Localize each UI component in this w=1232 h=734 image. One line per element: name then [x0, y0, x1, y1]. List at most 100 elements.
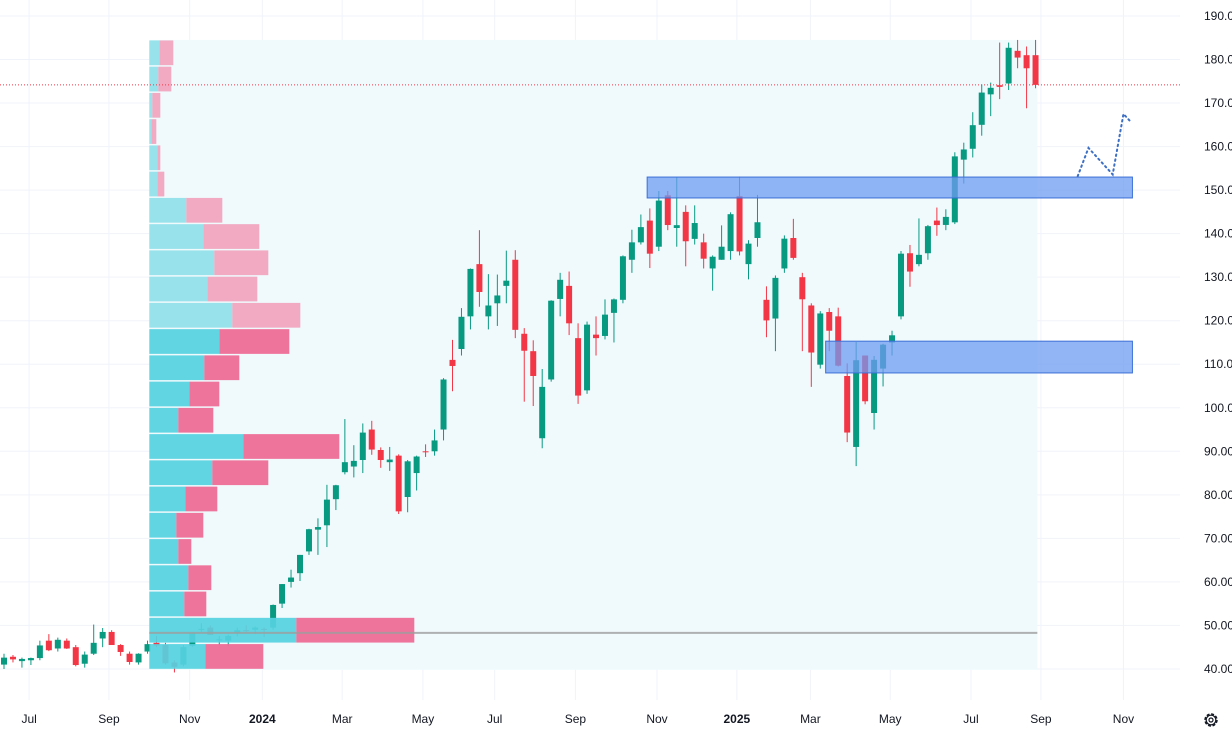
volume-profile[interactable]: [149, 40, 1038, 669]
candle-body-down: [844, 375, 851, 433]
volume-profile-up-bar[interactable]: [149, 329, 220, 354]
volume-profile-down-bar[interactable]: [214, 250, 269, 276]
volume-profile-down-bar[interactable]: [157, 171, 165, 197]
volume-profile-up-bar[interactable]: [149, 407, 179, 433]
price-tick-label: 60.00: [1204, 575, 1232, 589]
volume-profile-down-bar[interactable]: [184, 591, 207, 617]
volume-profile-down-bar[interactable]: [232, 302, 301, 328]
settings-gear-icon[interactable]: [1202, 711, 1220, 729]
candle-body-up: [494, 295, 501, 304]
candle-body-up: [709, 256, 716, 269]
candle-body-down: [736, 196, 743, 252]
volume-profile-down-bar[interactable]: [189, 381, 220, 407]
support-zone[interactable]: [825, 340, 1133, 374]
price-tick-label: 90.00: [1204, 444, 1232, 458]
volume-profile-up-bar[interactable]: [149, 119, 152, 144]
volume-profile-up-bar[interactable]: [149, 460, 213, 486]
candle-body-up: [969, 125, 976, 149]
volume-profile-up-bar[interactable]: [149, 276, 208, 302]
candle-body-up: [718, 246, 725, 260]
volume-profile-up-bar[interactable]: [149, 92, 153, 118]
price-tick-label: 100.00: [1204, 401, 1232, 415]
volume-profile-up-bar[interactable]: [149, 381, 190, 407]
volume-profile-up-bar[interactable]: [149, 434, 244, 459]
projection-path[interactable]: [1076, 111, 1133, 178]
volume-profile-up-bar[interactable]: [149, 145, 158, 171]
volume-profile-up-bar[interactable]: [149, 591, 185, 617]
candle-body-down: [422, 451, 429, 453]
price-zones[interactable]: [646, 176, 1133, 374]
candle-body-up: [270, 604, 277, 628]
candle-body-down: [476, 264, 483, 292]
candle-body-up: [404, 461, 411, 498]
candle-body-up: [297, 554, 304, 574]
volume-profile-down-bar[interactable]: [176, 512, 204, 538]
candle-body-down: [530, 351, 537, 376]
candle-body-down: [126, 653, 133, 662]
volume-profile-up-bar[interactable]: [149, 302, 233, 328]
candle-body-down: [799, 277, 806, 300]
volume-profile-down-bar[interactable]: [186, 197, 223, 223]
candle-body-up: [924, 226, 931, 254]
volume-profile-down-bar[interactable]: [207, 276, 258, 302]
volume-profile-down-bar[interactable]: [157, 145, 161, 171]
volume-profile-up-bar[interactable]: [149, 486, 186, 512]
volume-profile-down-bar[interactable]: [178, 407, 214, 433]
candle-body-down: [593, 334, 600, 339]
candle-body-down: [449, 359, 456, 366]
volume-profile-up-bar[interactable]: [149, 617, 297, 643]
volume-profile-down-bar[interactable]: [185, 486, 218, 512]
volume-profile-down-bar[interactable]: [159, 40, 174, 66]
volume-profile-down-bar[interactable]: [178, 539, 192, 564]
candle-body-up: [503, 280, 510, 286]
candle-body-down: [395, 455, 402, 512]
time-tick-label: May: [412, 712, 435, 726]
volume-profile-up-bar[interactable]: [149, 355, 205, 381]
volume-profile-up-bar[interactable]: [149, 197, 187, 223]
candle-body-down: [377, 449, 384, 461]
candle-body-up: [584, 324, 591, 391]
candle-body-up: [305, 529, 312, 552]
volume-profile-down-bar[interactable]: [151, 119, 157, 144]
resistance-zone[interactable]: [646, 176, 1133, 199]
volume-profile-down-bar[interactable]: [204, 355, 240, 381]
candle-body-up: [485, 305, 492, 317]
volume-profile-down-bar[interactable]: [219, 329, 290, 354]
time-tick-label: 2025: [723, 712, 750, 726]
volume-profile-up-bar[interactable]: [149, 644, 206, 669]
candle-body-down: [512, 259, 519, 330]
volume-profile-up-bar[interactable]: [149, 512, 177, 538]
volume-profile-down-bar[interactable]: [152, 92, 161, 118]
candle-body-down: [63, 640, 70, 649]
volume-profile-down-bar[interactable]: [158, 66, 172, 92]
candle-body-up: [81, 654, 88, 664]
time-tick-label: Jul: [21, 712, 36, 726]
candle-body-up: [727, 214, 734, 252]
volume-profile-up-bar[interactable]: [149, 250, 215, 276]
candle-body-down: [1032, 55, 1039, 85]
candle-body-up: [772, 277, 779, 319]
candle-body-up: [332, 485, 339, 500]
volume-profile-up-bar[interactable]: [149, 539, 179, 564]
volume-profile-down-bar[interactable]: [212, 460, 269, 486]
volume-profile-down-bar[interactable]: [203, 224, 260, 249]
volume-profile-up-bar[interactable]: [149, 565, 189, 591]
price-tick-label: 70.00: [1204, 531, 1232, 545]
volume-profile-up-bar[interactable]: [149, 171, 158, 197]
volume-profile-down-bar[interactable]: [296, 617, 415, 643]
price-axis[interactable]: 40.00 50.00 60.00 70.00 80.00 90.00 100.00 110.…: [1204, 9, 1232, 676]
time-tick-label: Mar: [800, 712, 821, 726]
volume-profile-up-bar[interactable]: [149, 66, 159, 92]
volume-profile-down-bar[interactable]: [205, 644, 264, 669]
volume-profile-up-bar[interactable]: [149, 40, 160, 66]
candle-body-up: [673, 225, 680, 228]
candle-body-up: [135, 653, 142, 663]
time-axis[interactable]: Jul Sep Nov 2024 Mar May Jul Sep Nov 2025 Mar May Ju…: [21, 712, 1134, 726]
candle-body-up: [548, 300, 555, 380]
volume-profile-up-bar[interactable]: [149, 224, 204, 249]
volume-profile-down-bar[interactable]: [188, 565, 212, 591]
price-tick-label: 150.00: [1204, 183, 1232, 197]
volume-profile-down-bar[interactable]: [243, 434, 340, 459]
candle-body-up: [341, 462, 348, 473]
